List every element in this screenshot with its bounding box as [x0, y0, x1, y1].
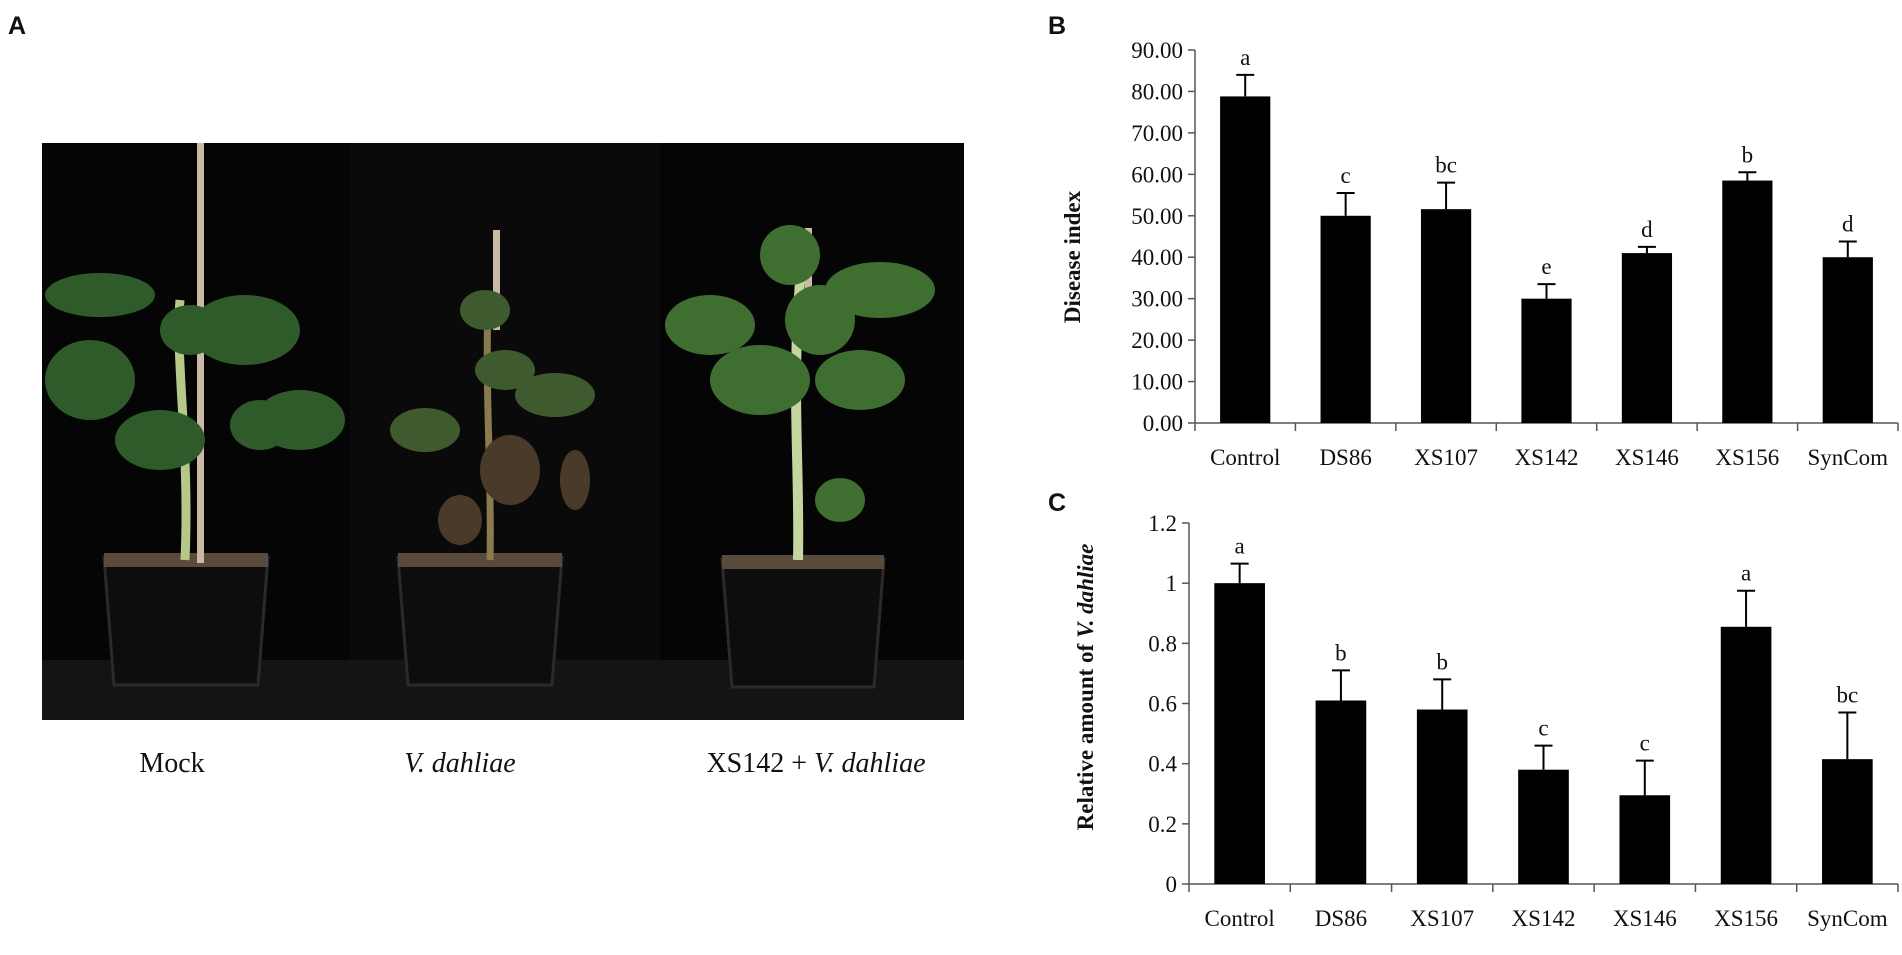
error-bar [1230, 562, 1249, 584]
x-tick-label: XS146 [1613, 906, 1677, 931]
significance-letter: c [1640, 731, 1650, 756]
error-bar [1838, 711, 1857, 760]
x-tick-label: SynCom [1808, 445, 1889, 470]
x-tick-label: DS86 [1315, 906, 1367, 931]
bar [1822, 759, 1873, 884]
y-tick-label: 0.8 [1148, 631, 1177, 656]
y-axis-label: Disease index [1060, 190, 1085, 323]
error-bar [1437, 181, 1456, 210]
y-axis-label-part: V. dahliae [1073, 544, 1098, 638]
panel-label: A [8, 12, 26, 40]
y-tick-label: 50.00 [1131, 204, 1183, 229]
significance-letter: d [1641, 217, 1653, 242]
error-bar [1838, 240, 1857, 258]
significance-letter: c [1341, 163, 1351, 188]
y-axis-label-part: Disease index [1060, 190, 1085, 323]
x-tick-label: Control [1210, 445, 1280, 470]
x-tick-label: XS107 [1410, 906, 1474, 931]
significance-letter: c [1538, 716, 1548, 741]
caption-part: V. dahliae [814, 748, 925, 779]
bar [1720, 626, 1772, 884]
x-tick-label: XS107 [1414, 445, 1478, 470]
panel-label: B [1048, 12, 1066, 40]
bar [1420, 209, 1472, 423]
error-bar [1236, 73, 1255, 97]
y-tick-label: 0.4 [1148, 752, 1177, 777]
photo-caption: V. dahliae [404, 748, 515, 779]
error-bar [1637, 245, 1656, 254]
error-bar [1738, 171, 1757, 181]
y-tick-label: 1.2 [1148, 511, 1177, 536]
x-tick-label: SynCom [1807, 906, 1888, 931]
y-axis-label-part: Relative amount of [1073, 643, 1098, 830]
significance-letter: b [1436, 649, 1448, 674]
bar [1320, 215, 1371, 423]
significance-letter: e [1541, 254, 1551, 279]
bar [1722, 180, 1773, 423]
y-tick-label: 0.6 [1148, 692, 1177, 717]
x-tick-label: Control [1205, 906, 1275, 931]
y-tick-label: 70.00 [1131, 121, 1183, 146]
error-bar [1331, 669, 1350, 701]
y-tick-label: 10.00 [1131, 370, 1183, 395]
y-tick-label: 0 [1166, 872, 1178, 897]
y-tick-label: 0.2 [1148, 812, 1177, 837]
error-bar [1534, 744, 1553, 770]
y-tick-label: 1 [1166, 571, 1178, 596]
x-tick-label: XS142 [1515, 445, 1579, 470]
significance-letter: b [1742, 142, 1754, 167]
x-tick-label: DS86 [1319, 445, 1371, 470]
error-bar [1635, 759, 1654, 796]
plant-photo [42, 143, 964, 720]
significance-letter: b [1335, 640, 1347, 665]
y-tick-label: 60.00 [1131, 162, 1183, 187]
significance-letter: a [1240, 45, 1250, 70]
error-bar [1336, 191, 1355, 216]
y-tick-label: 40.00 [1131, 245, 1183, 270]
photo-caption: Mock [139, 748, 204, 779]
error-bar [1537, 283, 1556, 299]
significance-letter: d [1842, 211, 1854, 236]
x-tick-label: XS156 [1715, 445, 1779, 470]
bar [1214, 583, 1265, 884]
bar [1220, 96, 1271, 423]
bar [1518, 769, 1569, 884]
y-tick-label: 20.00 [1131, 328, 1183, 353]
y-tick-label: 80.00 [1131, 79, 1183, 104]
y-tick-label: 0.00 [1143, 411, 1183, 436]
significance-letter: bc [1836, 683, 1858, 708]
x-tick-label: XS142 [1512, 906, 1576, 931]
panel-label: C [1048, 489, 1066, 517]
significance-letter: bc [1435, 153, 1457, 178]
y-tick-label: 30.00 [1131, 287, 1183, 312]
caption-part: XS142 + [706, 748, 807, 779]
significance-letter: a [1741, 561, 1751, 586]
y-axis-label: Relative amount of V. dahliae [1073, 544, 1098, 831]
error-bar [1433, 678, 1452, 710]
bar [1521, 298, 1572, 423]
significance-letter: a [1235, 534, 1245, 559]
bar [1416, 709, 1468, 884]
photo-caption: XS142 + V. dahliae [706, 748, 925, 779]
y-tick-label: 90.00 [1131, 38, 1183, 63]
x-tick-label: XS156 [1714, 906, 1778, 931]
bar [1621, 253, 1673, 423]
error-bar [1737, 589, 1756, 627]
bar [1315, 700, 1367, 884]
bar [1822, 257, 1873, 423]
x-tick-label: XS146 [1615, 445, 1679, 470]
bar [1619, 795, 1671, 884]
